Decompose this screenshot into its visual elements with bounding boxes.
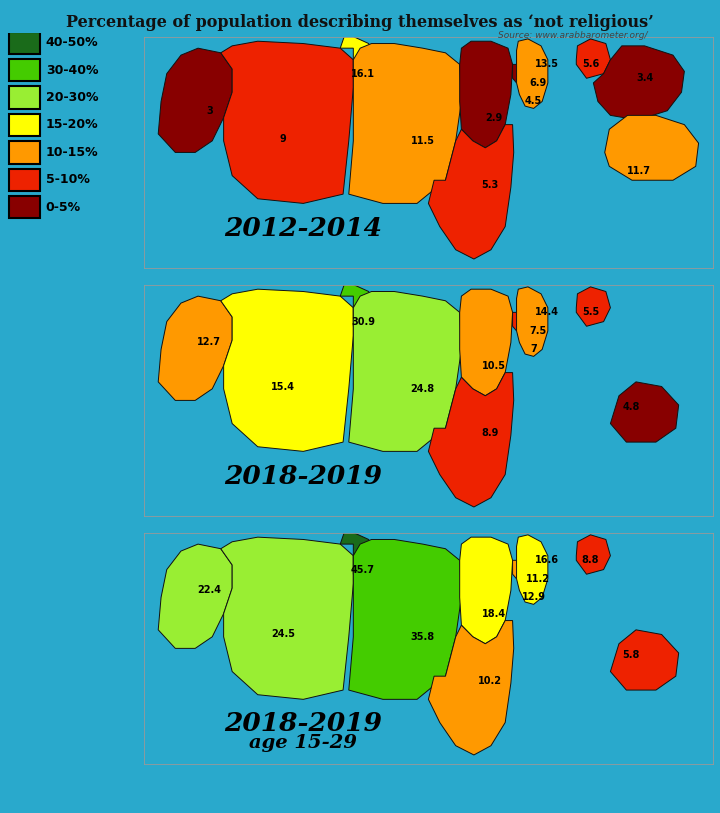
Text: 10.5: 10.5 <box>482 361 506 371</box>
Text: 11.5: 11.5 <box>410 136 435 146</box>
Text: age 15-29: age 15-29 <box>249 734 357 752</box>
Text: 6.9: 6.9 <box>529 78 546 88</box>
Text: 5.5: 5.5 <box>582 307 599 317</box>
Polygon shape <box>611 382 679 442</box>
FancyBboxPatch shape <box>9 59 40 81</box>
Text: 11.7: 11.7 <box>627 166 651 176</box>
Text: 4.5: 4.5 <box>525 97 542 107</box>
Polygon shape <box>576 287 611 326</box>
Polygon shape <box>428 620 514 755</box>
Polygon shape <box>221 41 354 203</box>
Polygon shape <box>348 44 462 203</box>
Text: 8.8: 8.8 <box>582 555 599 565</box>
Text: 9: 9 <box>280 133 287 144</box>
Polygon shape <box>341 533 372 579</box>
Text: 10-15%: 10-15% <box>46 146 99 159</box>
Polygon shape <box>576 535 611 574</box>
Polygon shape <box>158 296 232 400</box>
Polygon shape <box>221 537 354 699</box>
Text: 40-50%: 40-50% <box>46 37 99 49</box>
Polygon shape <box>516 535 548 604</box>
Text: 16.6: 16.6 <box>535 555 559 565</box>
Text: 12.9: 12.9 <box>521 593 546 602</box>
Text: 2018-2019: 2018-2019 <box>224 464 382 489</box>
Polygon shape <box>428 372 514 507</box>
Text: 2012-2014: 2012-2014 <box>224 216 382 241</box>
Text: 15.4: 15.4 <box>271 381 295 392</box>
Text: 3: 3 <box>206 106 213 115</box>
Text: 15-20%: 15-20% <box>46 119 99 132</box>
FancyBboxPatch shape <box>9 141 40 163</box>
Text: 14.4: 14.4 <box>535 307 559 317</box>
Text: 30.9: 30.9 <box>351 316 375 327</box>
Text: 20-30%: 20-30% <box>46 91 98 104</box>
Polygon shape <box>611 630 679 690</box>
Text: 16.1: 16.1 <box>351 68 375 79</box>
Text: 11.2: 11.2 <box>526 574 550 584</box>
Polygon shape <box>341 37 372 83</box>
Text: 8.9: 8.9 <box>481 428 498 438</box>
Text: 4.8: 4.8 <box>622 402 639 412</box>
FancyBboxPatch shape <box>9 169 40 191</box>
Polygon shape <box>516 44 531 72</box>
FancyBboxPatch shape <box>9 114 40 136</box>
Text: Percentage of population describing themselves as ‘not religious’: Percentage of population describing them… <box>66 14 654 31</box>
Text: 35.8: 35.8 <box>410 632 435 641</box>
Text: 2018-2019: 2018-2019 <box>224 711 382 737</box>
FancyBboxPatch shape <box>9 32 40 54</box>
Polygon shape <box>513 64 519 83</box>
Polygon shape <box>459 537 513 644</box>
Text: 12.7: 12.7 <box>197 337 222 347</box>
Text: 10.2: 10.2 <box>478 676 502 686</box>
Polygon shape <box>593 46 684 120</box>
Polygon shape <box>516 292 531 320</box>
Polygon shape <box>516 287 548 356</box>
Text: 7.5: 7.5 <box>529 326 546 336</box>
Text: 24.5: 24.5 <box>271 629 295 640</box>
Polygon shape <box>459 289 513 396</box>
Text: 0-5%: 0-5% <box>46 201 81 214</box>
Text: 5.3: 5.3 <box>481 180 498 190</box>
Text: 2.9: 2.9 <box>485 113 503 123</box>
Text: 3.4: 3.4 <box>636 73 653 83</box>
Text: Source: www.arabbarometer.org/: Source: www.arabbarometer.org/ <box>498 31 648 40</box>
Polygon shape <box>348 540 462 699</box>
FancyBboxPatch shape <box>9 196 40 219</box>
Polygon shape <box>513 560 519 579</box>
Text: 5.8: 5.8 <box>622 650 639 660</box>
Polygon shape <box>348 292 462 451</box>
FancyBboxPatch shape <box>9 86 40 109</box>
Text: 13.5: 13.5 <box>535 59 559 69</box>
Polygon shape <box>516 39 548 108</box>
Text: 22.4: 22.4 <box>197 585 222 595</box>
Polygon shape <box>158 48 232 152</box>
Polygon shape <box>341 285 372 331</box>
Polygon shape <box>221 289 354 451</box>
Text: 24.8: 24.8 <box>410 384 435 393</box>
Polygon shape <box>459 41 513 148</box>
Text: 30-40%: 30-40% <box>46 63 98 76</box>
Polygon shape <box>605 115 698 180</box>
Text: 18.4: 18.4 <box>482 609 506 619</box>
Text: 5.6: 5.6 <box>582 59 599 69</box>
Polygon shape <box>576 39 611 78</box>
Text: 45.7: 45.7 <box>351 564 375 575</box>
Polygon shape <box>513 312 519 331</box>
Polygon shape <box>158 544 232 649</box>
Text: 7: 7 <box>530 345 537 354</box>
Polygon shape <box>428 124 514 259</box>
Text: 5-10%: 5-10% <box>46 173 89 186</box>
Polygon shape <box>516 540 531 567</box>
